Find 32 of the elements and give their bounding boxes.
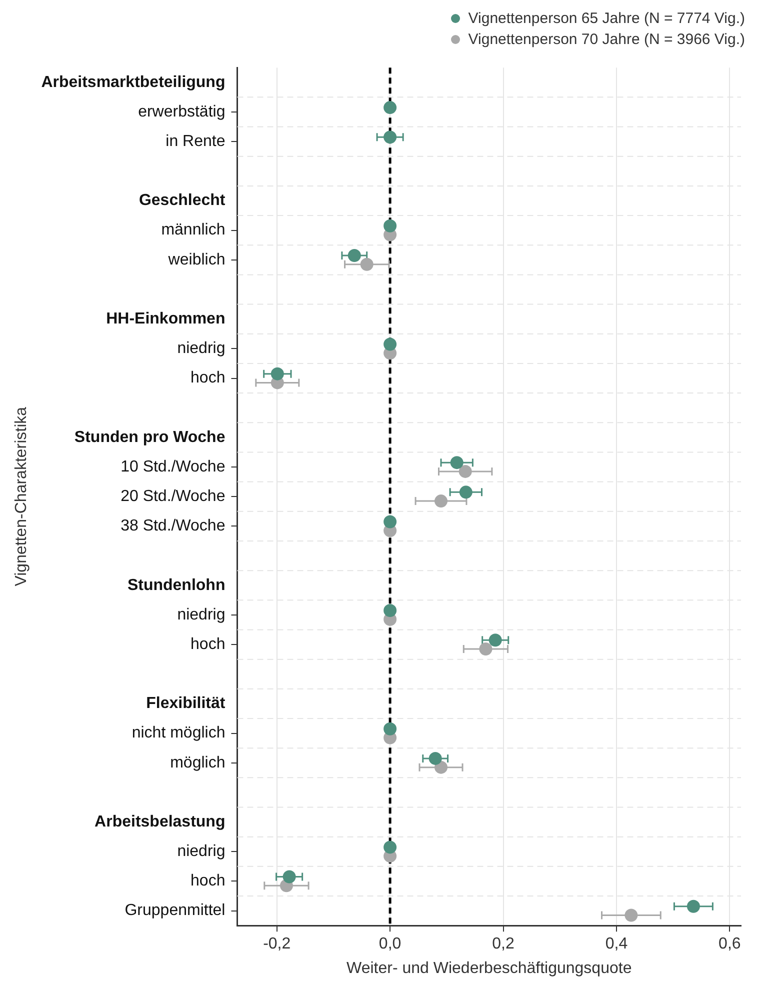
- y-tick-label: hoch: [190, 872, 226, 890]
- y-tick-label: Arbeitsbelastung: [94, 813, 226, 830]
- y-tick-label: hoch: [190, 370, 226, 387]
- y-tick-label: nicht möglich: [132, 724, 226, 742]
- y-tick-label: Stundenlohn: [127, 576, 226, 594]
- y-tick-label: 10 Std./Woche: [120, 458, 226, 476]
- y-tick-label: männlich: [161, 222, 226, 239]
- x-axis-title: Weiter- und Wiederbeschäftigungsquote: [346, 960, 632, 977]
- y-tick-label: niedrig: [177, 340, 226, 358]
- y-tick-label: niedrig: [177, 843, 226, 860]
- y-tick-label: hoch: [190, 636, 226, 653]
- y-axis-title: Vignetten-Charakteristika: [13, 406, 30, 586]
- y-tick-label: Geschlecht: [138, 192, 226, 210]
- y-tick-label: möglich: [170, 754, 226, 772]
- y-tick-label: Stunden pro Woche: [74, 428, 226, 446]
- y-tick-label: Arbeitsmarktbeteiligung: [41, 74, 226, 91]
- y-tick-label: 20 Std./Woche: [120, 488, 226, 506]
- x-tick-label: 0,0: [378, 936, 402, 953]
- x-tick-label: 0,6: [718, 936, 741, 953]
- y-tick-label: Gruppenmittel: [124, 902, 226, 920]
- legend-label: Vignettenperson 65 Jahre (N = 7774 Vig.): [468, 10, 745, 27]
- legend-label: Vignettenperson 70 Jahre (N = 3966 Vig.): [468, 31, 745, 48]
- y-tick-label: HH-Einkommen: [106, 310, 226, 328]
- y-tick-label: erwerbstätig: [138, 103, 226, 120]
- x-tick-label: 0,2: [492, 936, 514, 953]
- y-tick-label: in Rente: [166, 132, 226, 150]
- y-tick-label: weiblich: [167, 251, 226, 268]
- y-tick-label: niedrig: [177, 606, 226, 624]
- x-tick-label: 0,4: [605, 936, 628, 953]
- y-tick-label: 38 Std./Woche: [120, 518, 226, 535]
- x-tick-label: -0,2: [263, 936, 291, 953]
- y-tick-label: Flexibilität: [146, 695, 226, 712]
